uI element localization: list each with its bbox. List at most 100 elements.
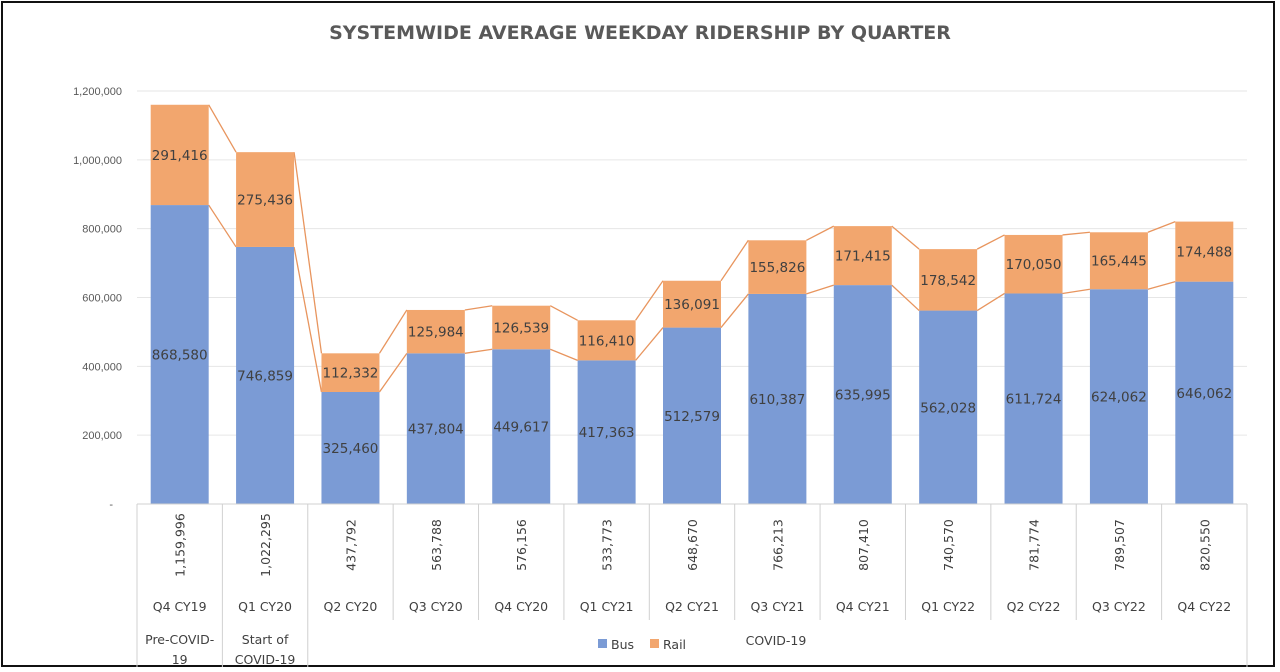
- series-line-rail: [720, 239, 749, 282]
- data-label-rail: 112,332: [323, 366, 379, 382]
- series-line-bus: [378, 352, 408, 393]
- category-total-label: 820,550: [1197, 519, 1212, 571]
- series-line-rail: [293, 152, 323, 354]
- series-line-bus: [1062, 288, 1091, 295]
- data-label-rail: 275,436: [237, 193, 293, 209]
- bar-rail: [919, 249, 978, 311]
- data-label-bus: 611,724: [1006, 392, 1062, 408]
- bar-rail: [663, 280, 721, 328]
- y-tick-label: 200,000: [82, 430, 122, 442]
- bar-rail: [1089, 232, 1148, 290]
- bar-rail: [406, 309, 465, 354]
- legend-swatch-rail: [650, 639, 659, 648]
- series-line-rail: [464, 305, 493, 311]
- category-total-label: 781,774: [1027, 519, 1042, 571]
- bar-bus: [748, 293, 807, 504]
- data-label-rail: 126,539: [493, 320, 549, 336]
- y-tick-label: -: [109, 499, 113, 511]
- data-label-bus: 746,859: [237, 368, 293, 384]
- series-line-rail: [549, 305, 578, 321]
- category-label: Q2 CY21: [665, 599, 719, 614]
- bar-rail: [150, 104, 209, 206]
- data-label-rail: 174,488: [1176, 245, 1232, 261]
- data-label-rail: 170,050: [1006, 257, 1062, 273]
- category-total-label: 1,159,996: [173, 513, 188, 577]
- bar-bus: [919, 310, 978, 504]
- bar-rail: [492, 305, 551, 350]
- chart-title: SYSTEMWIDE AVERAGE WEEKDAY RIDERSHIP BY …: [329, 22, 951, 44]
- legend-label-bus: Bus: [611, 637, 634, 652]
- category-label: Q2 CY22: [1007, 599, 1061, 614]
- category-total-label: 766,213: [770, 519, 785, 571]
- category-label: Q1 CY22: [921, 599, 975, 614]
- category-label: Q3 CY20: [409, 599, 463, 614]
- series-line-rail: [806, 225, 835, 241]
- bar-rail: [1004, 234, 1063, 294]
- bar-rail: [833, 226, 892, 286]
- series-line-rail: [1147, 220, 1176, 233]
- bar-rail: [236, 152, 295, 247]
- category-total-label: 789,507: [1112, 519, 1127, 571]
- category-total-label: 807,410: [856, 519, 871, 571]
- category-label: Q1 CY20: [238, 599, 292, 614]
- y-tick-label: 600,000: [82, 293, 122, 305]
- category-total-label: 740,570: [941, 519, 956, 571]
- series-line-bus: [976, 292, 1005, 312]
- series-line-bus: [720, 293, 749, 328]
- series-line-bus: [806, 284, 834, 295]
- data-label-rail: 291,416: [152, 148, 208, 164]
- series-line-bus: [635, 327, 664, 361]
- series-line-rail: [208, 104, 237, 153]
- data-label-bus: 646,062: [1176, 386, 1232, 402]
- data-label-bus: 325,460: [323, 441, 379, 457]
- category-total-label: 648,670: [685, 519, 700, 571]
- y-tick-label: 1,000,000: [73, 155, 122, 167]
- bar-bus: [492, 349, 551, 504]
- bar-rail: [1175, 221, 1234, 282]
- data-label-bus: 868,580: [152, 348, 208, 364]
- bar-rail: [321, 353, 380, 392]
- group-label: COVID-19: [235, 652, 296, 667]
- bar-rail: [577, 320, 636, 361]
- data-label-rail: 125,984: [408, 325, 464, 341]
- series-line-rail: [1062, 231, 1090, 236]
- category-total-label: 437,792: [343, 519, 358, 571]
- data-label-bus: 417,363: [579, 425, 635, 441]
- bar-bus: [236, 246, 295, 504]
- category-label: Q3 CY22: [1092, 599, 1146, 614]
- data-label-bus: 624,062: [1091, 390, 1147, 406]
- series-line-bus: [549, 348, 578, 361]
- y-tick-label: 400,000: [82, 361, 122, 373]
- data-label-rail: 155,826: [749, 260, 805, 276]
- category-label: Q4 CY21: [836, 599, 890, 614]
- category-total-label: 533,773: [600, 519, 615, 571]
- bar-bus: [321, 391, 380, 504]
- y-tick-label: 800,000: [82, 224, 122, 236]
- bar-rail: [748, 240, 807, 294]
- data-label-bus: 562,028: [920, 400, 976, 416]
- series-line-bus: [208, 204, 237, 248]
- group-label: COVID-19: [746, 633, 807, 648]
- bar-bus: [833, 285, 892, 504]
- data-label-bus: 635,995: [835, 388, 891, 404]
- series-line-bus: [293, 246, 323, 393]
- data-label-bus: 449,617: [493, 420, 549, 436]
- series-line-bus: [1147, 281, 1176, 290]
- data-label-bus: 437,804: [408, 422, 464, 438]
- group-label: Pre-COVID-: [145, 632, 214, 647]
- category-total-label: 563,788: [429, 519, 444, 571]
- data-label-rail: 116,410: [579, 333, 635, 349]
- category-label: Q4 CY22: [1177, 599, 1231, 614]
- legend-label-rail: Rail: [663, 637, 686, 652]
- bar-bus: [150, 205, 209, 504]
- category-total-label: 576,156: [514, 519, 529, 571]
- data-label-bus: 610,387: [749, 392, 805, 408]
- series-line-bus: [464, 348, 493, 354]
- legend-swatch-bus: [598, 639, 607, 648]
- y-tick-label: 1,200,000: [73, 86, 122, 98]
- bar-bus: [1175, 281, 1234, 504]
- series-line-rail: [635, 280, 664, 321]
- data-label-rail: 178,542: [920, 273, 976, 289]
